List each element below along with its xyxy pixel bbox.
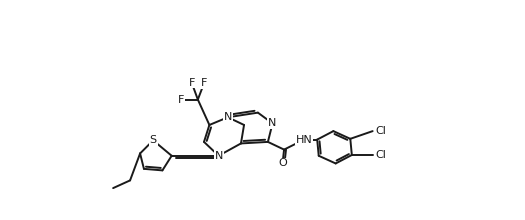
- Text: Cl: Cl: [376, 150, 386, 160]
- Text: F: F: [177, 95, 184, 104]
- Text: F: F: [201, 78, 207, 88]
- Text: N: N: [214, 151, 223, 161]
- Text: HN: HN: [296, 135, 312, 145]
- Text: N: N: [224, 112, 232, 122]
- Text: O: O: [278, 158, 287, 169]
- Text: N: N: [268, 118, 277, 128]
- Text: Cl: Cl: [376, 126, 386, 136]
- Text: S: S: [150, 135, 157, 145]
- Text: F: F: [188, 78, 195, 88]
